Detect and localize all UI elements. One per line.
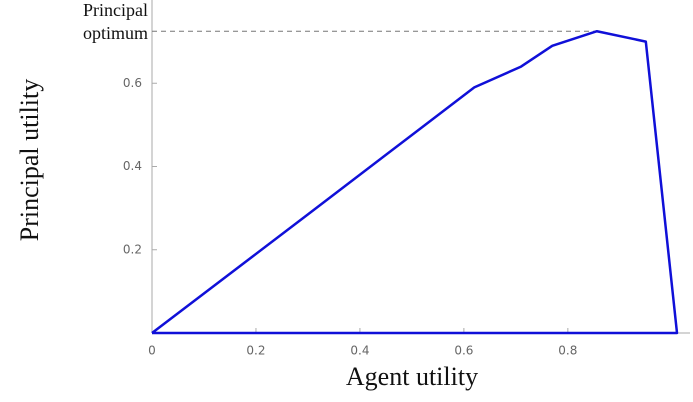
x-tick-label: 0.8 xyxy=(558,344,577,358)
annotation: optimum xyxy=(83,23,148,43)
x-tick-label: 0 xyxy=(148,344,156,358)
line xyxy=(151,29,679,335)
y-tick-label: 0.2 xyxy=(123,242,142,256)
x-tick-label: 0.2 xyxy=(246,344,265,358)
x-axis-label: Agent utility xyxy=(346,362,478,391)
annotation: Principal xyxy=(83,0,148,20)
y-tick-label: 0.6 xyxy=(123,76,142,90)
y-axis-label: Principal utility xyxy=(15,79,44,242)
x-tick-label: 0.4 xyxy=(350,344,369,358)
y-tick-label: 0.4 xyxy=(123,159,142,173)
x-tick-label: 0.6 xyxy=(454,344,473,358)
